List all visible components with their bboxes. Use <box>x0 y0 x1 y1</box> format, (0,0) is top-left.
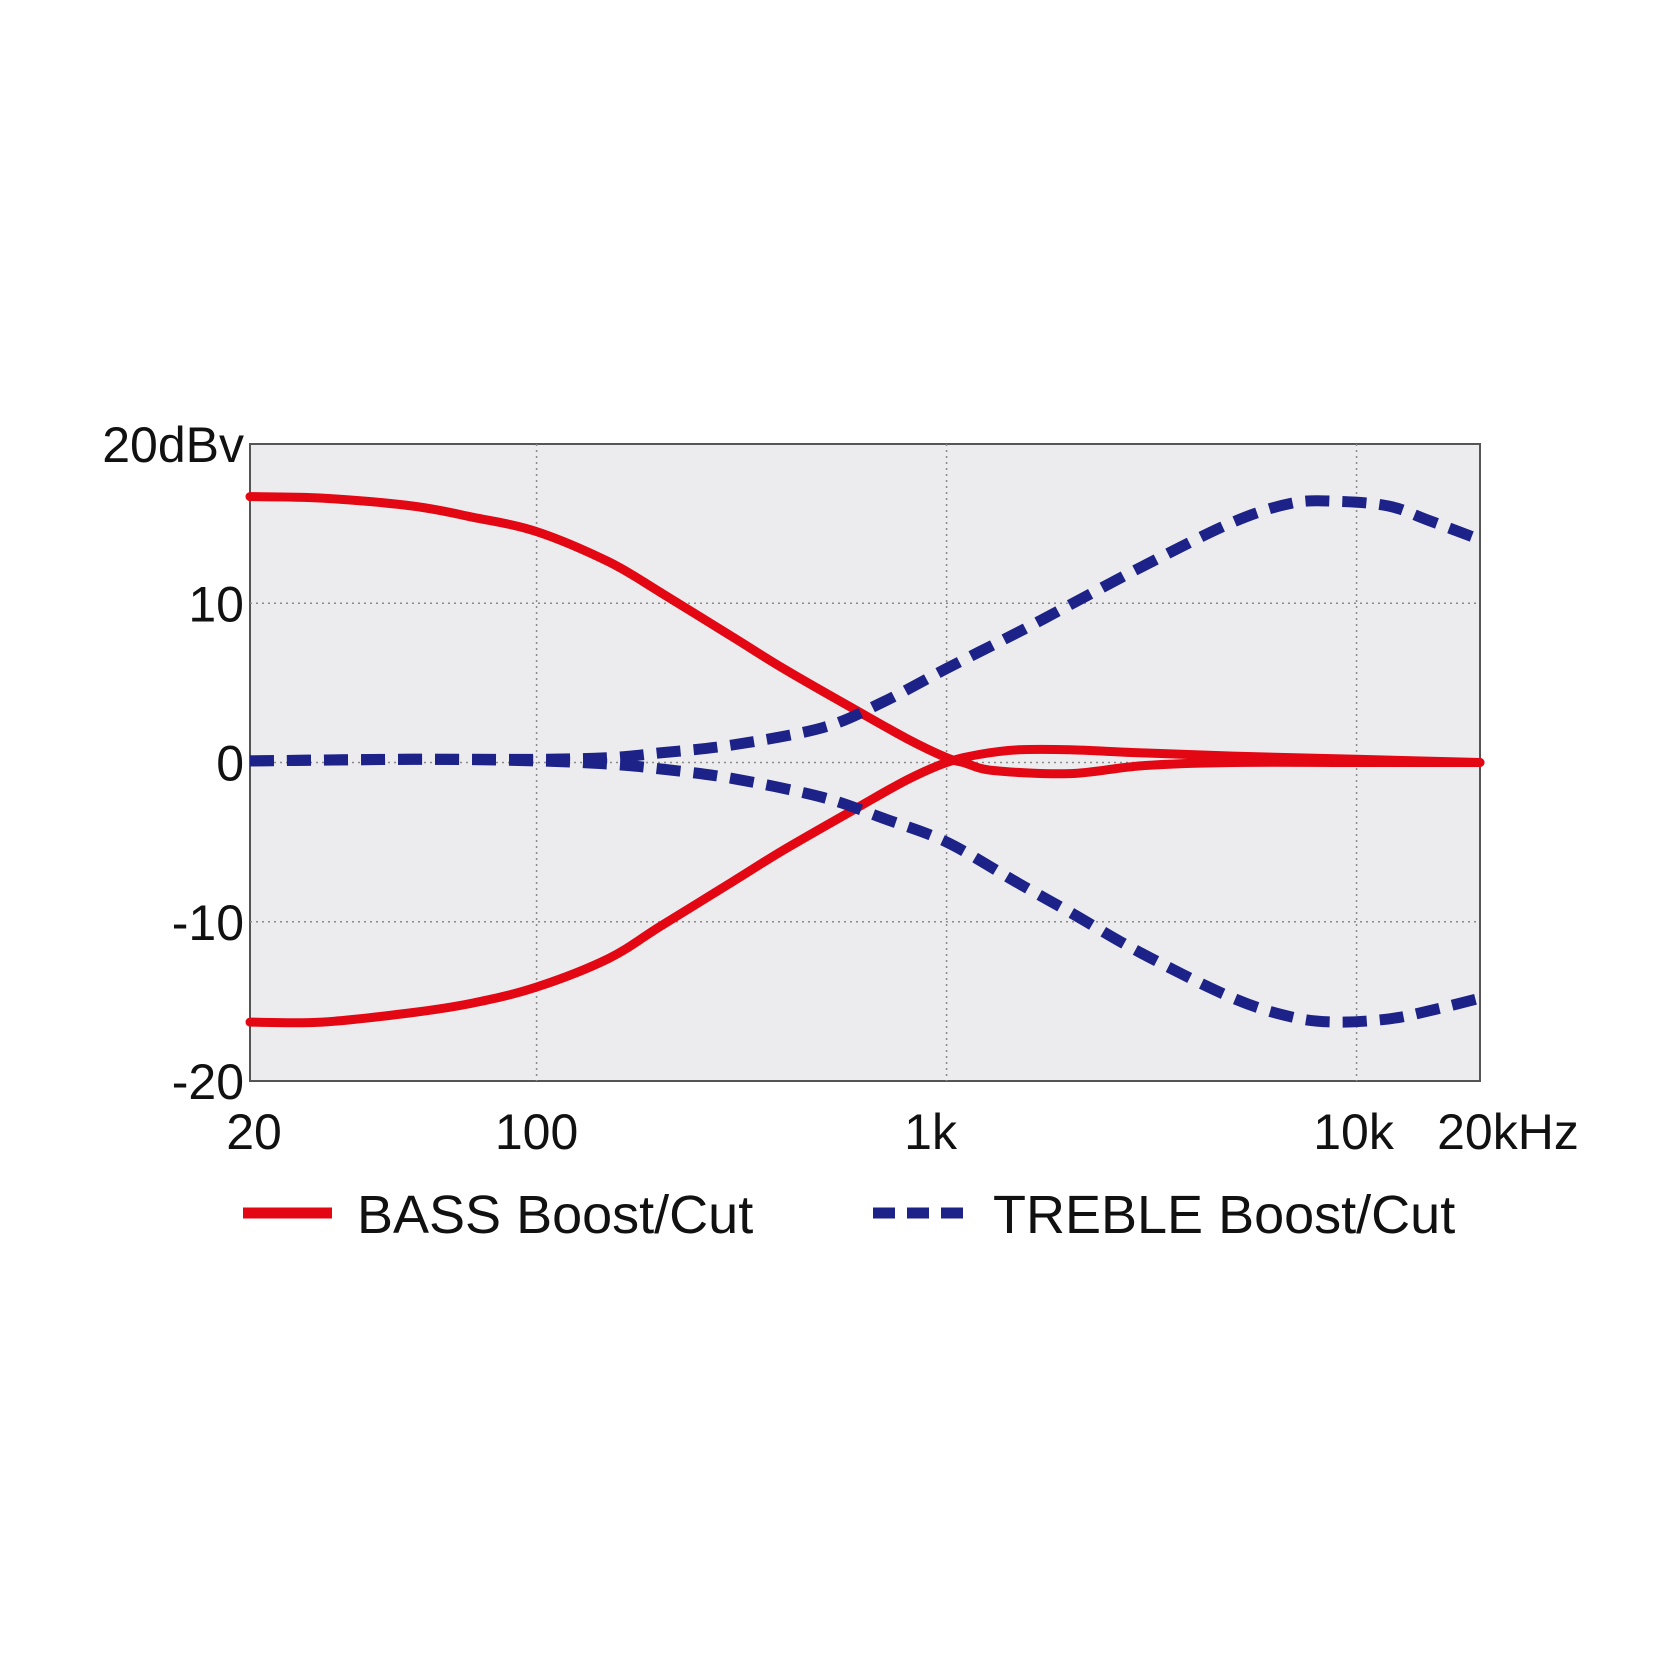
x-tick-label: 20kHz <box>1437 1104 1579 1160</box>
y-tick-label: -10 <box>172 895 244 951</box>
legend-label-bass: BASS Boost/Cut <box>357 1185 753 1245</box>
y-tick-label: 20dBv <box>102 417 244 473</box>
legend-label-treble: TREBLE Boost/Cut <box>993 1185 1455 1245</box>
x-tick-label: 20 <box>226 1104 282 1160</box>
x-tick-label: 100 <box>495 1104 578 1160</box>
x-tick-label: 10k <box>1313 1104 1395 1160</box>
x-tick-label: 1k <box>904 1104 958 1160</box>
y-tick-label: 10 <box>188 576 244 632</box>
treble-curve-cut <box>249 753 1482 1028</box>
y-tick-label: -20 <box>172 1054 244 1110</box>
series-lines <box>245 492 1485 1028</box>
y-tick-label: 0 <box>216 736 244 792</box>
legend: BASS Boost/Cut TREBLE Boost/Cut <box>243 1185 1455 1245</box>
